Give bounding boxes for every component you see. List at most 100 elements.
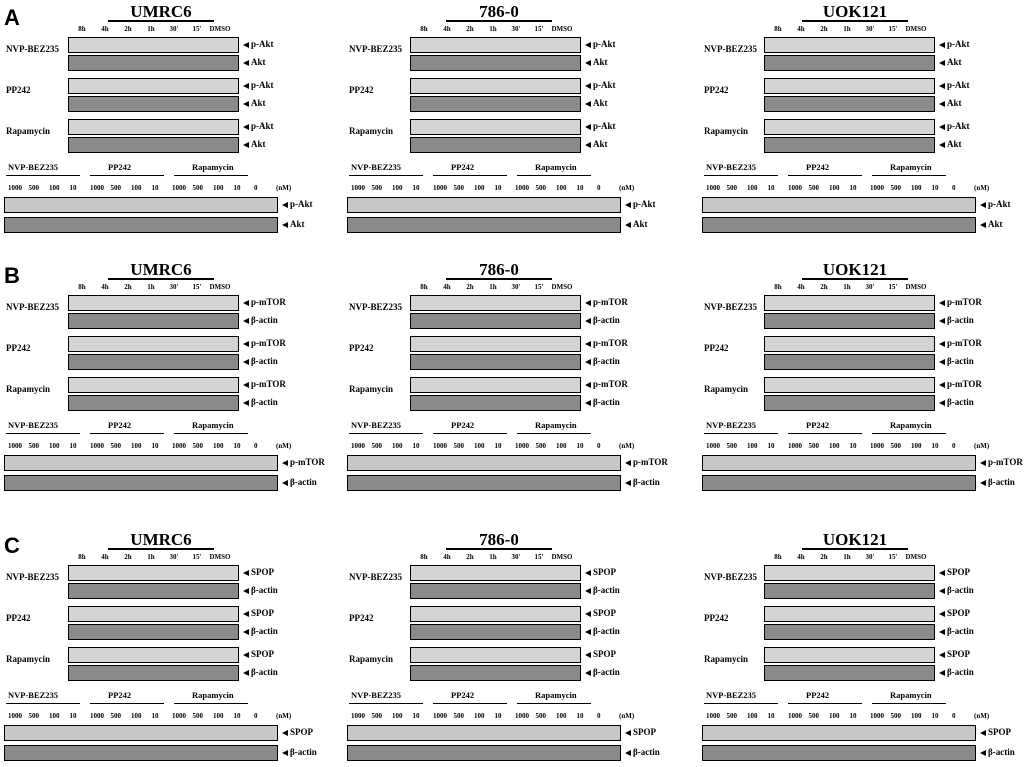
time-label: 2h (466, 283, 474, 291)
arrow-marker-icon (243, 611, 249, 617)
dose-label: 100 (911, 712, 922, 720)
time-label: 8h (78, 283, 86, 291)
time-label: 8h (78, 553, 86, 561)
blot-marker: β-actin (947, 397, 974, 407)
dose-label: 1000 (788, 442, 802, 450)
dose-label: 10 (494, 442, 502, 450)
dose-group-label: PP242 (806, 420, 830, 430)
arrow-marker-icon (939, 670, 945, 676)
western-blot-band (702, 475, 976, 491)
dose-label: 1000 (706, 184, 720, 192)
dose-label: 10 (931, 712, 939, 720)
dose-label: 500 (371, 184, 383, 192)
time-label: 15' (192, 553, 202, 561)
western-blot-band (4, 725, 278, 741)
blot-marker: β-actin (947, 667, 974, 677)
drug-label: Rapamycin (6, 654, 51, 664)
time-label: 2h (124, 25, 132, 33)
dose-label: 10 (849, 712, 857, 720)
arrow-marker-icon (243, 124, 249, 130)
dose-label: 1000 (433, 712, 447, 720)
western-blot-band (410, 606, 581, 622)
blot-marker: β-actin (251, 667, 278, 677)
western-blot-band (68, 78, 239, 94)
blot-marker: β-actin (633, 477, 660, 487)
dose-label: 100 (49, 442, 60, 450)
dose-label: 1000 (870, 184, 884, 192)
cell-line-underline (802, 278, 908, 280)
dose-label: 500 (371, 442, 383, 450)
dose-label: 10 (767, 712, 775, 720)
arrow-marker-icon (282, 480, 288, 486)
time-label: 8h (420, 553, 428, 561)
drug-label: NVP-BEZ235 (704, 44, 758, 54)
arrow-marker-icon (243, 359, 249, 365)
drug-label: NVP-BEZ235 (6, 44, 60, 54)
arrow-marker-icon (282, 202, 288, 208)
dose-group-label: PP242 (108, 690, 132, 700)
dose-label: 500 (192, 184, 204, 192)
western-blot-band (410, 295, 581, 311)
time-label: 30' (511, 25, 521, 33)
dose-label: 10 (69, 442, 77, 450)
dose-label: 10 (767, 184, 775, 192)
dose-group-underline (433, 433, 507, 434)
blot-marker: p-mTOR (947, 297, 982, 307)
dose-group-underline (872, 433, 946, 434)
cell-line-title: 786-0 (479, 530, 519, 549)
time-label: 8h (420, 25, 428, 33)
dose-label: 10 (931, 184, 939, 192)
dose-group-underline (349, 175, 423, 176)
drug-label: PP242 (6, 343, 31, 353)
time-label: DMSO (551, 553, 573, 561)
arrow-marker-icon (243, 670, 249, 676)
blot-marker: β-actin (593, 397, 620, 407)
western-blot-band (4, 745, 278, 761)
western-blot-band (68, 665, 239, 681)
time-label: 15' (192, 25, 202, 33)
dose-group-label: Rapamycin (192, 690, 234, 700)
dose-label: 1000 (90, 712, 104, 720)
arrow-marker-icon (282, 750, 288, 756)
blot-marker: Akt (947, 57, 962, 67)
arrow-marker-icon (980, 460, 986, 466)
dose-label: 1000 (8, 712, 22, 720)
dose-label: 500 (890, 442, 902, 450)
western-blot-band (347, 725, 621, 741)
dose-label: 0 (952, 442, 956, 450)
blot-marker: p-Akt (947, 80, 970, 90)
dose-label: 10 (412, 184, 420, 192)
dose-label: 1000 (351, 184, 365, 192)
drug-label: PP242 (704, 85, 729, 95)
dose-label: 100 (213, 442, 224, 450)
time-label: 1h (843, 553, 851, 561)
time-label: 1h (489, 283, 497, 291)
western-blot-band (702, 197, 976, 213)
cell-line-title: UOK121 (822, 2, 888, 21)
blot-marker: β-actin (290, 477, 317, 487)
western-blot-band (702, 217, 976, 233)
western-blot-band (410, 395, 581, 411)
drug-label: Rapamycin (704, 126, 749, 136)
dose-label: 500 (535, 184, 547, 192)
western-blot-band (764, 665, 935, 681)
drug-label: PP242 (349, 613, 374, 623)
dose-label: 10 (849, 442, 857, 450)
time-label: 30' (169, 283, 179, 291)
dose-group-underline (704, 433, 778, 434)
arrow-marker-icon (585, 652, 591, 658)
dose-group-label: PP242 (108, 162, 132, 172)
dose-group-underline (349, 433, 423, 434)
blot-marker: p-mTOR (251, 338, 286, 348)
arrow-marker-icon (939, 570, 945, 576)
arrow-marker-icon (243, 83, 249, 89)
time-label: 4h (797, 25, 805, 33)
time-label: 4h (797, 553, 805, 561)
arrow-marker-icon (243, 101, 249, 107)
dose-group-underline (704, 175, 778, 176)
western-blot-band (68, 137, 239, 153)
arrow-marker-icon (939, 588, 945, 594)
time-label: 1h (489, 553, 497, 561)
western-blot-band (410, 119, 581, 135)
panel-letter: A (4, 5, 20, 30)
